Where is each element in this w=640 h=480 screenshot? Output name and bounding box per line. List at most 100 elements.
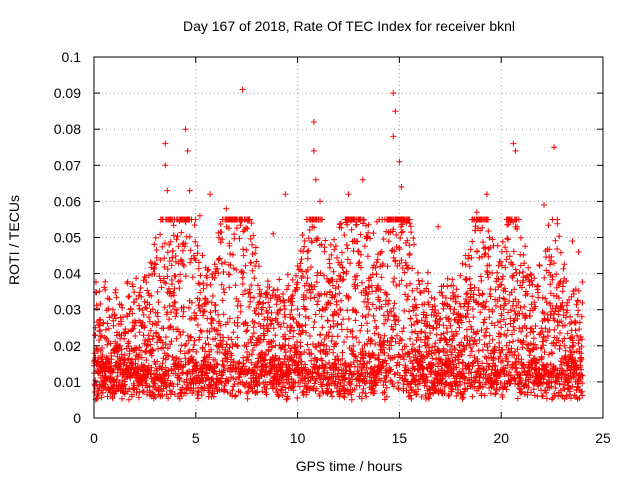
data-point xyxy=(304,341,311,348)
data-point xyxy=(381,332,388,339)
data-point xyxy=(414,285,420,292)
data-point xyxy=(174,381,181,388)
data-point xyxy=(228,336,235,343)
data-point xyxy=(497,350,504,356)
data-point xyxy=(503,256,510,263)
data-point xyxy=(403,282,410,289)
data-point xyxy=(167,324,173,331)
data-point xyxy=(554,220,561,227)
data-point xyxy=(319,324,326,331)
data-point xyxy=(502,321,509,328)
data-point xyxy=(221,289,228,296)
data-point xyxy=(549,396,555,403)
data-point xyxy=(351,386,358,393)
data-point xyxy=(214,265,221,272)
data-point xyxy=(162,140,169,147)
data-point xyxy=(200,280,207,287)
data-point xyxy=(430,361,437,368)
data-point xyxy=(215,270,222,277)
data-point xyxy=(197,327,204,334)
data-point xyxy=(378,274,385,281)
data-point xyxy=(378,303,385,310)
data-point xyxy=(211,261,218,268)
data-point xyxy=(178,256,184,263)
data-point xyxy=(384,316,391,323)
y-tick-label: 0.01 xyxy=(54,374,81,390)
data-point xyxy=(337,307,344,314)
data-point xyxy=(578,343,585,350)
data-point xyxy=(344,326,351,333)
data-point xyxy=(463,291,470,298)
data-point xyxy=(212,307,219,314)
data-point xyxy=(324,318,331,324)
data-point xyxy=(470,314,477,321)
data-point xyxy=(278,387,285,394)
data-point xyxy=(499,346,506,353)
data-point xyxy=(311,380,318,387)
data-point xyxy=(393,362,400,369)
data-point xyxy=(161,255,168,262)
data-point xyxy=(201,308,208,314)
data-point xyxy=(261,356,267,363)
data-point xyxy=(250,324,257,331)
data-point xyxy=(327,288,334,295)
data-point xyxy=(381,320,387,327)
data-point xyxy=(110,322,117,329)
data-point xyxy=(425,351,432,358)
data-point xyxy=(510,338,516,345)
data-point xyxy=(475,300,482,307)
data-point xyxy=(497,304,504,311)
data-point xyxy=(326,264,333,271)
data-point xyxy=(529,372,536,378)
data-point xyxy=(575,337,582,344)
data-point xyxy=(489,336,496,343)
data-point xyxy=(455,360,462,367)
data-point xyxy=(168,309,174,316)
data-point xyxy=(514,346,521,353)
data-point xyxy=(409,341,416,348)
data-point xyxy=(504,327,511,334)
data-point xyxy=(281,299,288,306)
data-point xyxy=(294,306,301,312)
data-point xyxy=(224,319,231,326)
data-point xyxy=(266,378,273,385)
data-point xyxy=(233,225,240,232)
data-point xyxy=(266,304,273,311)
data-point xyxy=(338,259,345,266)
data-point xyxy=(432,307,439,313)
data-point xyxy=(547,312,554,319)
data-point xyxy=(455,386,462,393)
data-point xyxy=(297,351,304,358)
data-point xyxy=(244,395,251,402)
data-point xyxy=(358,370,365,377)
data-point xyxy=(147,327,154,334)
data-point xyxy=(182,273,189,280)
data-point xyxy=(94,305,100,312)
data-point xyxy=(328,251,335,258)
data-point xyxy=(169,354,176,360)
data-point xyxy=(498,312,505,319)
data-point xyxy=(112,286,119,293)
data-point xyxy=(289,292,296,299)
data-point xyxy=(230,375,237,382)
data-point xyxy=(464,290,471,297)
data-point xyxy=(121,359,128,366)
data-point xyxy=(311,224,317,231)
data-point xyxy=(407,335,413,342)
data-point xyxy=(199,368,205,375)
data-point xyxy=(175,243,182,250)
data-point xyxy=(301,305,308,312)
data-point xyxy=(318,313,325,320)
data-point xyxy=(365,291,372,297)
data-point xyxy=(354,357,361,364)
data-point xyxy=(99,345,105,351)
data-point xyxy=(481,316,488,323)
data-point xyxy=(317,198,323,205)
data-point xyxy=(151,380,158,387)
data-point xyxy=(532,303,539,310)
data-point xyxy=(232,393,238,400)
data-point xyxy=(310,119,317,125)
data-point xyxy=(355,248,361,255)
data-point xyxy=(511,327,518,334)
data-point xyxy=(253,258,260,265)
